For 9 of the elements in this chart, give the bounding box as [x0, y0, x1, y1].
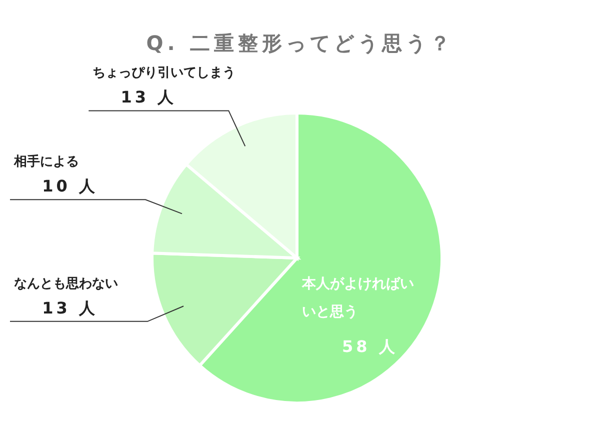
slice-label: 相手による	[13, 154, 79, 170]
data-label: 58 人	[342, 337, 398, 356]
slice-label: なんとも思わない	[14, 276, 118, 292]
data-label: 13 人	[42, 298, 98, 318]
data-label: 13 人	[120, 88, 177, 107]
slice-label: ちょっぴり引いてしまう	[92, 66, 236, 81]
slice-label: 本人がよければいいと思う	[301, 276, 414, 320]
data-label: 10 人	[42, 176, 98, 196]
chart-title: Q. 二重整形ってどう思う？	[146, 31, 454, 55]
